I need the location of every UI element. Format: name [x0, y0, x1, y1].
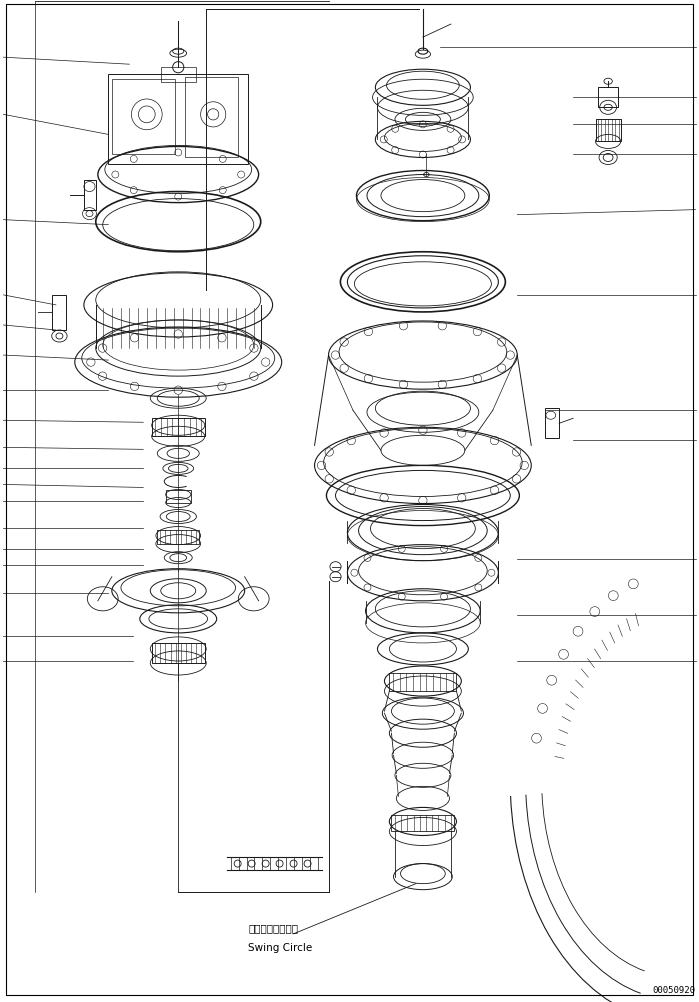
Text: スイングサークル: スイングサークル	[248, 922, 298, 932]
Text: 00050920: 00050920	[652, 985, 696, 994]
Bar	[389, 673, 456, 691]
Bar	[161, 68, 196, 83]
Bar	[391, 816, 454, 832]
Bar	[598, 88, 618, 108]
Bar	[596, 120, 621, 142]
Text: Swing Circle: Swing Circle	[248, 942, 312, 952]
Bar	[185, 78, 238, 158]
Bar	[152, 419, 205, 437]
Bar	[545, 409, 559, 439]
Bar	[108, 75, 248, 165]
Bar	[152, 643, 205, 663]
Bar	[52, 296, 66, 331]
Bar	[84, 180, 96, 210]
Bar	[166, 491, 191, 503]
Bar	[157, 530, 199, 544]
Bar	[112, 80, 175, 155]
